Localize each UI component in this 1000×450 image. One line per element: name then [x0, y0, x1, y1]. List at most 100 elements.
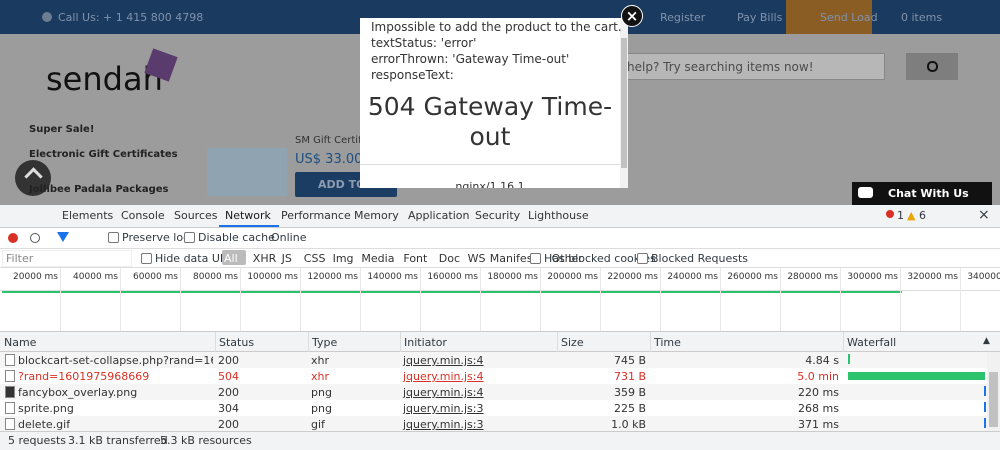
cell[interactable]: blockcart-set-collapse.php?rand=16019759…	[18, 354, 213, 367]
sidebar-item[interactable]: Super Sale!	[29, 124, 95, 135]
cell[interactable]: jquery.min.js:4	[403, 386, 484, 399]
chat-bar[interactable]	[852, 182, 992, 205]
cell[interactable]: jquery.min.js:4	[403, 354, 484, 367]
tab[interactable]: Network	[225, 209, 271, 222]
column-header[interactable]: Status	[219, 336, 255, 349]
tick-label: 80000 ms	[193, 272, 238, 282]
tab[interactable]: Memory	[354, 209, 399, 222]
type-filter[interactable]: XHR	[252, 252, 277, 265]
warning-icon: ▲	[907, 209, 916, 222]
type-filter[interactable]: CSS	[303, 252, 326, 265]
checkbox[interactable]	[637, 253, 648, 264]
column-header[interactable]: Name	[4, 336, 37, 349]
row	[0, 400, 987, 416]
tick-label: 120000 ms	[307, 272, 358, 282]
grid-line	[240, 268, 241, 331]
toolbar	[0, 227, 1000, 249]
type-filter[interactable]: Manifest	[489, 252, 537, 265]
filter-bar	[0, 248, 1000, 268]
product-price: US$ 33.00	[295, 152, 363, 167]
scroll-top[interactable]	[15, 160, 51, 196]
cell[interactable]: sprite.png	[18, 402, 74, 415]
search-placeholder: help? Try searching items now!	[627, 60, 814, 74]
tab[interactable]: Console	[121, 209, 165, 222]
cell[interactable]: fancybox_overlay.png	[18, 386, 138, 399]
column-header[interactable]: Type	[312, 336, 338, 349]
summary-item: 5 requests	[8, 434, 67, 447]
type-filter[interactable]: Media	[361, 252, 395, 265]
chat-icon	[858, 187, 873, 198]
record-button[interactable]	[8, 233, 18, 243]
checkbox[interactable]	[530, 253, 541, 264]
file-icon	[5, 418, 15, 430]
grid-line	[120, 268, 121, 331]
grid-line	[660, 268, 661, 331]
sort-arrow[interactable]: ▲	[983, 336, 990, 346]
blocked-requests: Blocked Requests	[651, 252, 749, 265]
type-filter[interactable]: JS	[281, 252, 292, 265]
tab[interactable]: Lighthouse	[528, 209, 589, 222]
tab-bar	[0, 205, 1000, 228]
filter-button[interactable]	[57, 232, 69, 242]
modal-line: responseText:	[371, 68, 454, 82]
type-filter[interactable]: Doc	[438, 252, 461, 265]
modal-close[interactable]: ×	[621, 5, 643, 27]
sidebar-item[interactable]: Jollibee Padala Packages	[29, 184, 169, 195]
file-icon	[5, 354, 15, 366]
modal-line: textStatus: 'error'	[371, 36, 477, 50]
checkbox[interactable]	[108, 232, 119, 243]
checkbox[interactable]	[141, 253, 152, 264]
modal-heading: 504 Gateway Time-out	[367, 92, 613, 151]
filter-input[interactable]	[2, 250, 132, 267]
cell[interactable]: ?rand=1601975968669	[18, 370, 150, 383]
tab[interactable]: Sources	[174, 209, 218, 222]
cell[interactable]: delete.gif	[18, 418, 71, 431]
type-filter[interactable]: Font	[403, 252, 428, 265]
close-devtools[interactable]: ×	[978, 207, 990, 223]
grid-line	[540, 268, 541, 331]
throttling[interactable]: Online	[271, 231, 307, 244]
tab[interactable]: Application	[408, 209, 470, 222]
type-filter[interactable]: Other	[551, 252, 583, 265]
grid-line	[360, 268, 361, 331]
top-link[interactable]: Send Load	[820, 11, 878, 24]
tick-label: 260000 ms	[727, 272, 778, 282]
sidebar-item[interactable]: Electronic Gift Certificates	[29, 149, 178, 160]
cell: 220 ms	[798, 386, 839, 399]
cell: 745 B	[613, 354, 646, 367]
top-link[interactable]: 0 items	[901, 11, 943, 24]
tab[interactable]: Security	[475, 209, 521, 222]
cell: png	[311, 402, 332, 415]
type-filter[interactable]: WS	[467, 252, 486, 265]
top-link[interactable]: Register	[660, 11, 706, 24]
send-load-bg	[786, 0, 872, 34]
grid-line	[840, 268, 841, 331]
cell[interactable]: jquery.min.js:3	[403, 402, 484, 415]
phone: Call Us: + 1 415 800 4798	[58, 11, 204, 24]
row	[0, 368, 987, 384]
waterfall-bar	[984, 402, 986, 412]
cell[interactable]: jquery.min.js:3	[403, 418, 484, 431]
column-header[interactable]: Initiator	[404, 336, 447, 349]
checkbox[interactable]	[184, 232, 195, 243]
website: Call Us: + 1 415 800 4798 sendah help? T…	[0, 0, 1000, 205]
type-filter[interactable]: Img	[332, 252, 354, 265]
column-header[interactable]: Size	[561, 336, 584, 349]
clear-button[interactable]	[30, 233, 40, 243]
disable-cache: Disable cache	[198, 231, 275, 244]
tick-label: 20000 ms	[13, 272, 58, 282]
file-icon	[5, 370, 15, 382]
column-header[interactable]: Time	[654, 336, 681, 349]
logo: sendah	[46, 60, 163, 98]
status-bar	[0, 431, 1000, 450]
grid-line	[780, 268, 781, 331]
cell: xhr	[311, 354, 330, 367]
tab[interactable]: Elements	[62, 209, 114, 222]
type-filter[interactable]: All	[224, 252, 238, 265]
top-link[interactable]: Pay Bills	[737, 11, 783, 24]
tab[interactable]: Performance	[281, 209, 351, 222]
column-header[interactable]: Waterfall	[847, 336, 897, 349]
search-button[interactable]	[906, 53, 958, 80]
cell[interactable]: jquery.min.js:4	[403, 370, 484, 383]
